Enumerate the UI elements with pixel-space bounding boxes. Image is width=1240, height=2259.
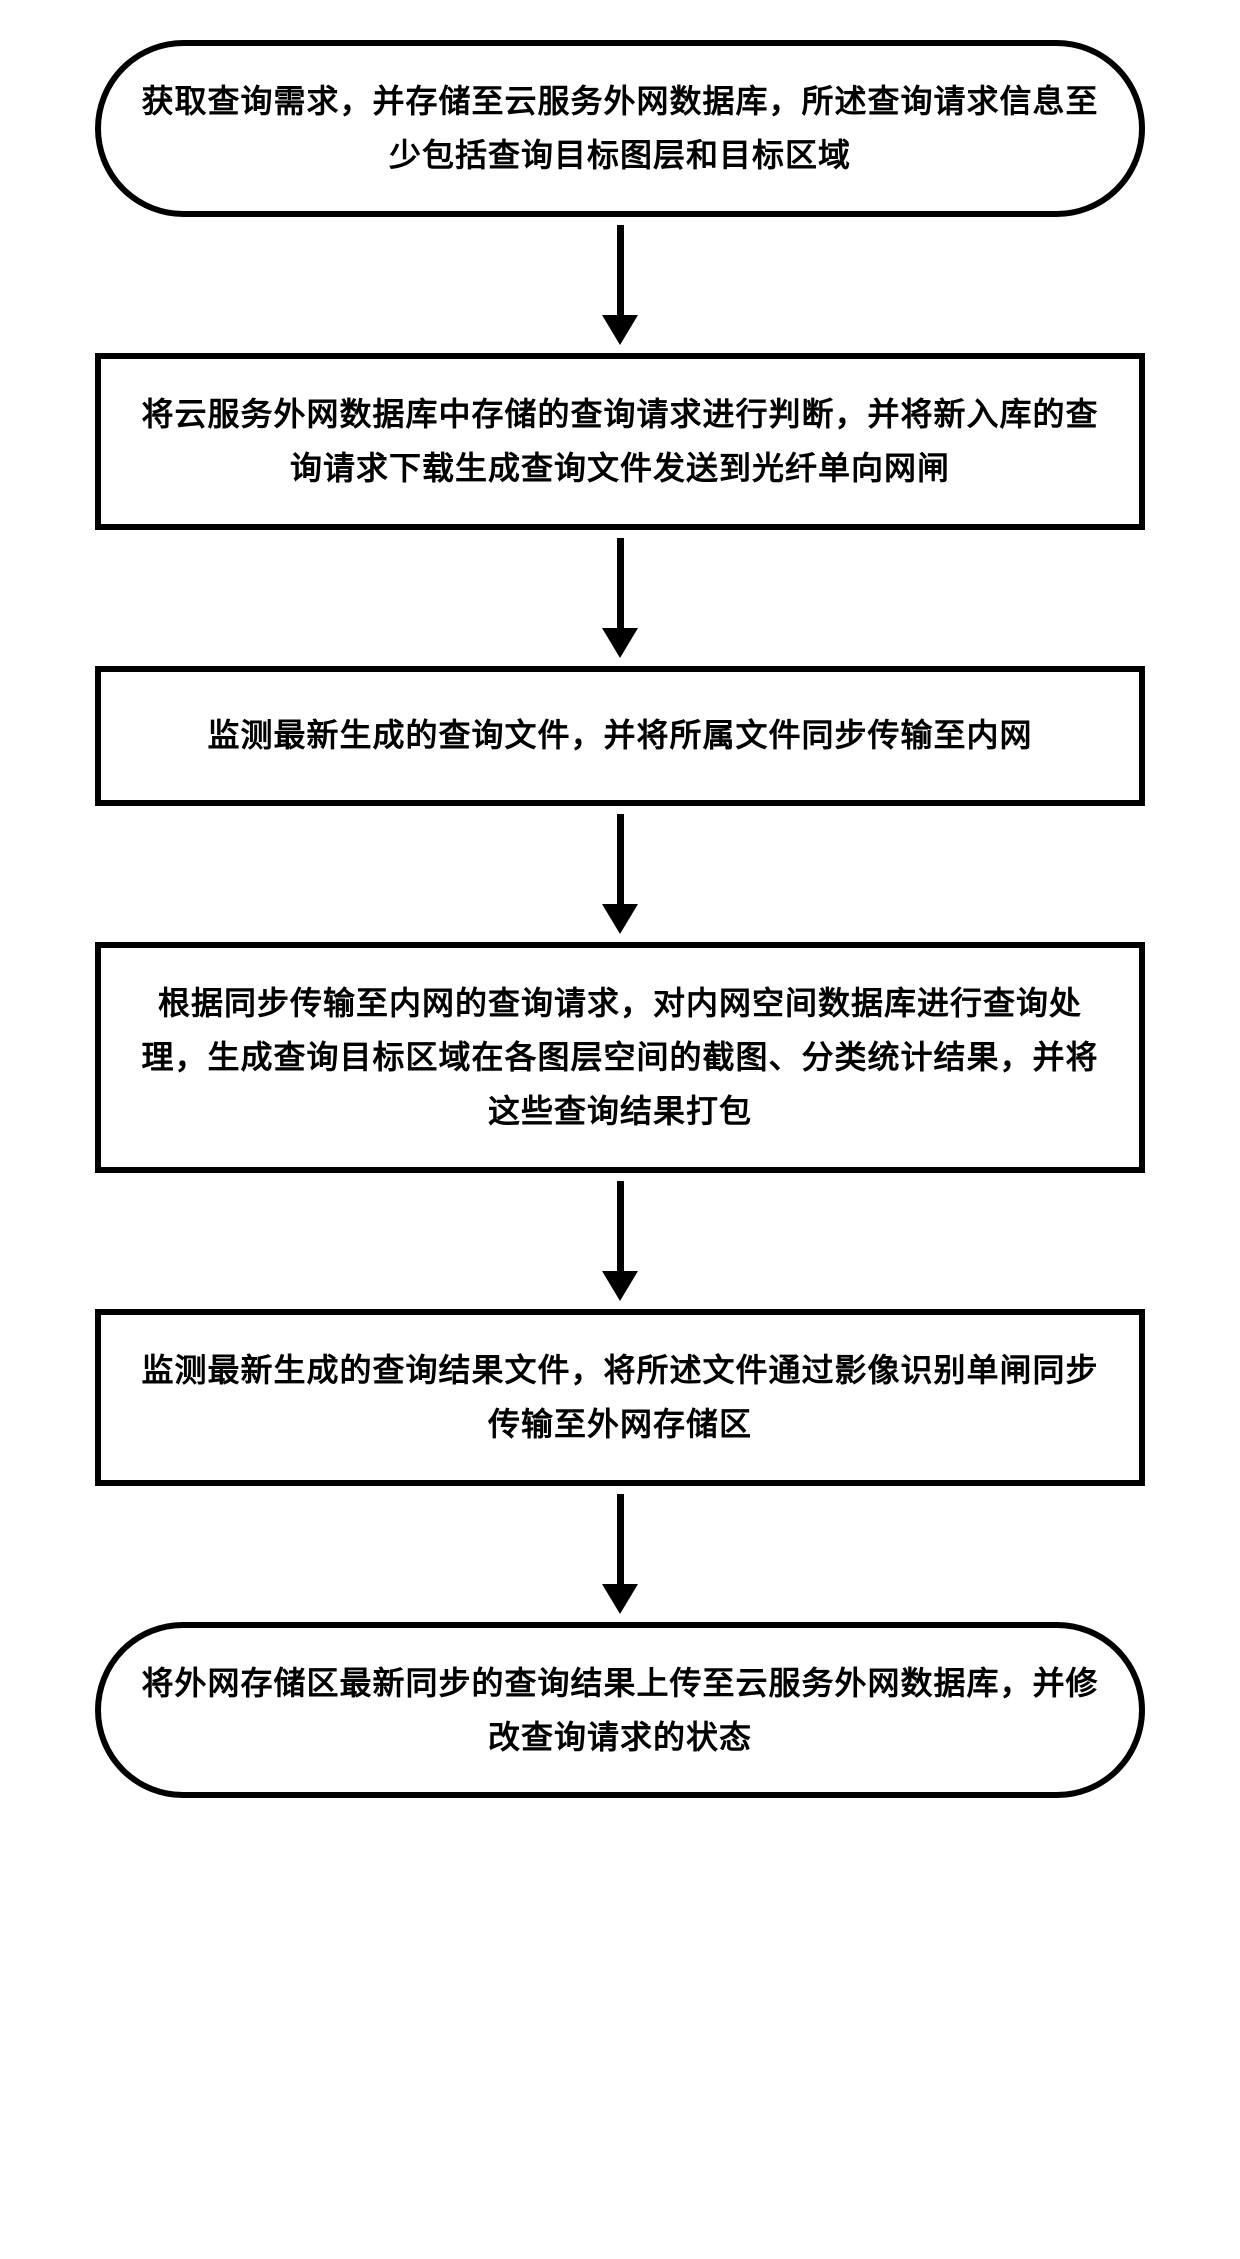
flow-arrow (602, 1181, 638, 1301)
arrow-line (617, 225, 624, 315)
flow-node-text: 监测最新生成的查询文件，并将所属文件同步传输至内网 (207, 708, 1032, 762)
flow-node-start: 获取查询需求，并存储至云服务外网数据库，所述查询请求信息至少包括查询目标图层和目… (95, 40, 1145, 217)
arrow-line (617, 1181, 624, 1271)
flow-node-end: 将外网存储区最新同步的查询结果上传至云服务外网数据库，并修改查询请求的状态 (95, 1622, 1145, 1799)
flow-node-process: 监测最新生成的查询文件，并将所属文件同步传输至内网 (95, 666, 1145, 806)
flow-node-process: 根据同步传输至内网的查询请求，对内网空间数据库进行查询处理，生成查询目标区域在各… (95, 942, 1145, 1173)
arrow-line (617, 814, 624, 904)
arrow-head-icon (602, 1584, 638, 1614)
arrow-head-icon (602, 904, 638, 934)
flowchart-container: 获取查询需求，并存储至云服务外网数据库，所述查询请求信息至少包括查询目标图层和目… (70, 40, 1170, 1798)
flow-arrow (602, 814, 638, 934)
flow-node-text: 获取查询需求，并存储至云服务外网数据库，所述查询请求信息至少包括查询目标图层和目… (141, 74, 1099, 183)
flow-arrow (602, 225, 638, 345)
arrow-line (617, 1494, 624, 1584)
flow-arrow (602, 538, 638, 658)
flow-node-text: 监测最新生成的查询结果文件，将所述文件通过影像识别单闸同步传输至外网存储区 (141, 1343, 1099, 1452)
flow-node-text: 将外网存储区最新同步的查询结果上传至云服务外网数据库，并修改查询请求的状态 (141, 1656, 1099, 1765)
flow-arrow (602, 1494, 638, 1614)
arrow-head-icon (602, 1271, 638, 1301)
flow-node-text: 根据同步传输至内网的查询请求，对内网空间数据库进行查询处理，生成查询目标区域在各… (141, 976, 1099, 1139)
flow-node-process: 监测最新生成的查询结果文件，将所述文件通过影像识别单闸同步传输至外网存储区 (95, 1309, 1145, 1486)
flow-node-text: 将云服务外网数据库中存储的查询请求进行判断，并将新入库的查询请求下载生成查询文件… (141, 387, 1099, 496)
arrow-line (617, 538, 624, 628)
arrow-head-icon (602, 628, 638, 658)
arrow-head-icon (602, 315, 638, 345)
flow-node-process: 将云服务外网数据库中存储的查询请求进行判断，并将新入库的查询请求下载生成查询文件… (95, 353, 1145, 530)
